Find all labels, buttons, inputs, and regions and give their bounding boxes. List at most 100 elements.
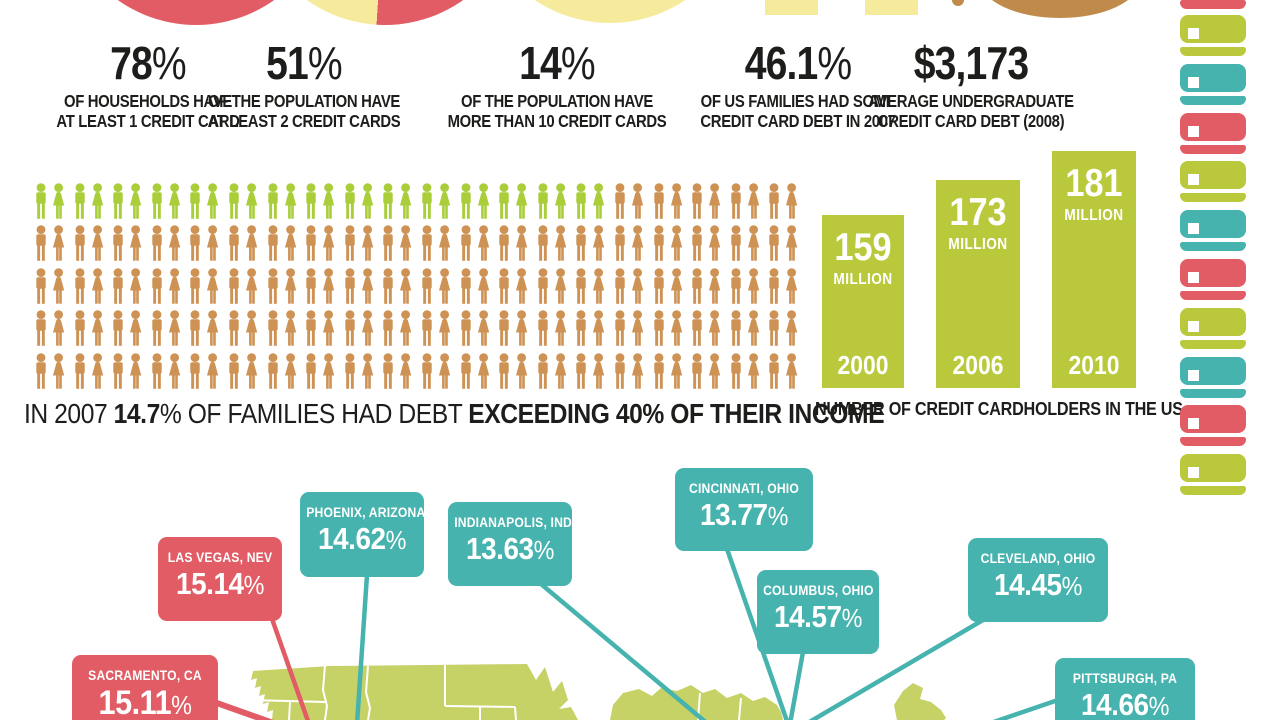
us-map-maine [894,683,946,720]
family-couple-icon [36,225,65,262]
stat-label-line: OF US FAMILIES HAD SOME [700,91,896,111]
family-couple-icon [538,352,566,389]
leader-line-1 [212,699,274,720]
family-couple-icon [383,183,412,219]
family-couple-icon [576,183,605,219]
family-couple-icon [538,225,566,262]
card-chip-icon [1188,418,1199,430]
stat-label-line: OF THE POPULATION HAVE [461,91,653,111]
stat-label-line: OF THE POPULATION HAVE [208,91,400,111]
family-couple-icon [576,267,605,304]
family-couple-icon [460,267,489,304]
percent-sign: % [767,501,789,531]
family-couple-icon [306,310,335,346]
stat-label-line: AT LEAST 2 CREDIT CARDS [207,110,401,131]
stat-label-line: CREDIT CARD DEBT IN 2007 [700,110,896,131]
stat-461-icon-part-2 [865,0,918,15]
family-couple-icon [345,225,373,262]
credit-card-icon [1180,307,1246,349]
caption-part: EXCEEDING 40% OF THEIR INCOME [468,398,885,429]
family-couple-icon [229,225,258,262]
family-couple-icon [152,352,180,389]
stat-value: 14% [519,37,596,89]
family-couple-icon [615,310,644,346]
stat-5: $3,173 AVERAGE UNDERGRADUATE CREDIT CARD D… [844,40,1099,131]
family-couple-icon [36,183,65,219]
family-couple-icon [267,225,296,262]
percent-sign: % [171,690,192,720]
card-chip-icon [1188,467,1199,479]
family-couple-icon [190,310,219,346]
family-couple-icon [499,267,528,304]
family-couple-icon [730,267,759,304]
family-couple-icon [113,310,142,346]
family-couple-icon [730,183,759,219]
stat-4: 46.1% OF US FAMILIES HAD SOME CREDIT CARD … [671,40,926,131]
callout-value: 15.14% [176,566,264,601]
family-couple-icon [769,183,798,219]
family-couple-icon [345,183,373,219]
bar-year-label: 2006 [952,350,1004,380]
stat-value: $3,173 [913,37,1029,89]
family-couple-icon [769,267,798,304]
pictogram-row-1 [33,183,800,221]
family-couple-icon [538,183,566,219]
family-couple-icon [229,183,258,219]
family-couple-icon [74,267,103,304]
callout-value: 14.62% [318,521,406,556]
family-couple-icon [538,267,566,304]
family-couple-icon [692,183,721,219]
family-couple-icon [345,267,373,304]
callout-city-label: CINCINNATI, OHIO [689,481,799,496]
family-couple-icon [152,183,180,219]
card-chip-icon [1188,223,1199,235]
money-icon-detail [952,0,964,6]
family-couple-icon [383,267,412,304]
family-couple-icon [576,225,605,262]
family-couple-icon [460,310,489,346]
family-couple-icon [190,183,219,219]
callout-city-label: COLUMBUS, OHIO [763,583,874,598]
family-couple-icon [460,183,489,219]
stat-label-line: OF HOUSEHOLDS HAVE [63,91,232,111]
bar-2010: 181 MILLION 2010 [1052,151,1136,388]
callout-city-label: SACRAMENTO, CA [88,668,202,683]
pictogram-row-3 [33,267,800,306]
caption-part: IN 2007 [24,398,114,429]
credit-card-icon [1180,15,1246,56]
family-couple-icon [229,310,258,346]
pictogram-caption: IN 2007 14.7% OF FAMILIES HAD DEBT EXCEE… [24,398,885,430]
family-couple-icon [615,183,644,219]
credit-card-icon [1180,210,1246,252]
family-couple-icon [576,310,605,346]
family-couple-icon [422,267,451,304]
stat-label-line: MORE THAN 10 CREDIT CARDS [447,110,667,131]
callout-columbus-ohio: COLUMBUS, OHIO 14.57% [757,570,879,654]
family-couple-icon [615,267,644,304]
bar-unit-label: MILLION [1064,207,1124,224]
family-couple-icon [152,310,180,346]
family-couple-icon [769,225,798,262]
pictogram-row-4 [33,310,800,348]
callout-value: 14.45% [994,567,1082,602]
family-couple-icon [267,310,296,346]
family-couple-icon [692,352,721,389]
leader-line-4 [539,582,707,720]
percent-sign: % [817,37,852,89]
stat-2: 51% OF THE POPULATION HAVE AT LEAST 2 CRED… [177,40,432,131]
credit-card-icon-partial [1180,0,1246,9]
stat-label-line: AT LEAST 1 CREDIT CARD [56,110,240,131]
stat-label-line: AVERAGE UNDERGRADUATE [868,91,1074,111]
family-couple-icon [730,352,759,389]
callout-city-label: PITTSBURGH, PA [1072,671,1178,686]
family-couple-icon [499,225,528,262]
percent-sign: % [841,603,863,633]
family-couple-icon [152,225,180,262]
family-couple-icon [576,352,605,389]
stat-value: 78% [110,37,187,89]
family-couple-icon [730,310,759,346]
credit-card-icon [1180,259,1246,300]
callout-city-label: PHOENIX, ARIZONA [306,505,426,520]
